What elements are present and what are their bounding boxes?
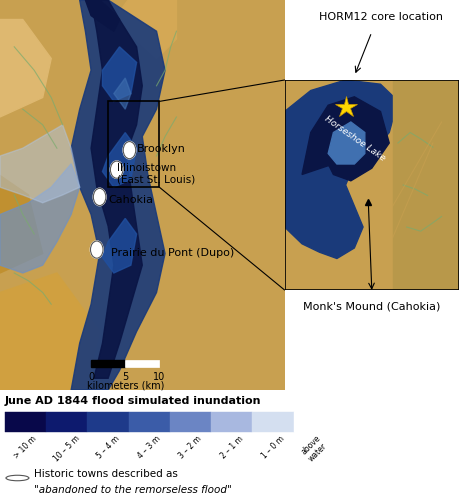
Text: 4 – 3 m: 4 – 3 m: [136, 434, 162, 460]
Circle shape: [123, 142, 136, 158]
Polygon shape: [0, 273, 100, 390]
Text: Horseshoe Lake: Horseshoe Lake: [323, 114, 387, 163]
Circle shape: [93, 188, 106, 206]
Bar: [87, 412, 129, 432]
Bar: [211, 412, 252, 432]
Polygon shape: [0, 176, 43, 273]
Text: kilometers (km): kilometers (km): [87, 380, 164, 390]
Polygon shape: [328, 122, 365, 164]
Bar: [125, 360, 159, 366]
Text: 10: 10: [153, 372, 166, 382]
Polygon shape: [102, 218, 137, 273]
Text: Monk's Mound (Cahokia): Monk's Mound (Cahokia): [303, 301, 441, 311]
Text: 5 – 4 m: 5 – 4 m: [95, 434, 121, 460]
Bar: [170, 412, 211, 432]
Circle shape: [90, 241, 103, 258]
Circle shape: [111, 161, 123, 178]
Text: "abandoned to the remorseless flood": "abandoned to the remorseless flood": [34, 484, 232, 494]
Text: June AD 1844 flood simulated inundation: June AD 1844 flood simulated inundation: [5, 396, 261, 406]
Text: 0: 0: [88, 372, 94, 382]
Text: Prairie du Pont (Dupo): Prairie du Pont (Dupo): [111, 248, 234, 258]
Polygon shape: [285, 80, 398, 258]
Polygon shape: [71, 0, 165, 390]
Polygon shape: [0, 20, 51, 117]
Text: 5: 5: [122, 372, 129, 382]
Text: > 10 m: > 10 m: [12, 434, 38, 460]
Text: 3 – 2 m: 3 – 2 m: [178, 434, 203, 460]
Bar: [393, 80, 459, 290]
Polygon shape: [102, 132, 137, 187]
Text: 2 – 1 m: 2 – 1 m: [219, 434, 245, 460]
Text: 10 – 5 m: 10 – 5 m: [52, 434, 81, 464]
Text: HORM12 core location: HORM12 core location: [319, 12, 442, 22]
Text: Cahokia: Cahokia: [108, 194, 153, 204]
Bar: [252, 412, 294, 432]
Bar: [5, 412, 46, 432]
Polygon shape: [114, 0, 176, 58]
Bar: [129, 412, 170, 432]
Text: Historic towns described as: Historic towns described as: [34, 469, 178, 479]
Polygon shape: [91, 0, 142, 378]
Polygon shape: [102, 47, 137, 102]
Bar: [108, 102, 159, 187]
Polygon shape: [302, 97, 389, 181]
Polygon shape: [85, 0, 119, 31]
Text: Brooklyn: Brooklyn: [137, 144, 185, 154]
Circle shape: [6, 475, 29, 481]
Bar: [91, 360, 125, 366]
Text: Illinoistown
(East St. Louis): Illinoistown (East St. Louis): [117, 162, 195, 184]
Text: above
water: above water: [299, 434, 330, 464]
Polygon shape: [0, 125, 80, 203]
Text: 1 – 0 m: 1 – 0 m: [260, 434, 286, 460]
Bar: [46, 412, 87, 432]
Polygon shape: [0, 164, 80, 273]
Bar: [294, 412, 335, 432]
Polygon shape: [114, 78, 131, 109]
